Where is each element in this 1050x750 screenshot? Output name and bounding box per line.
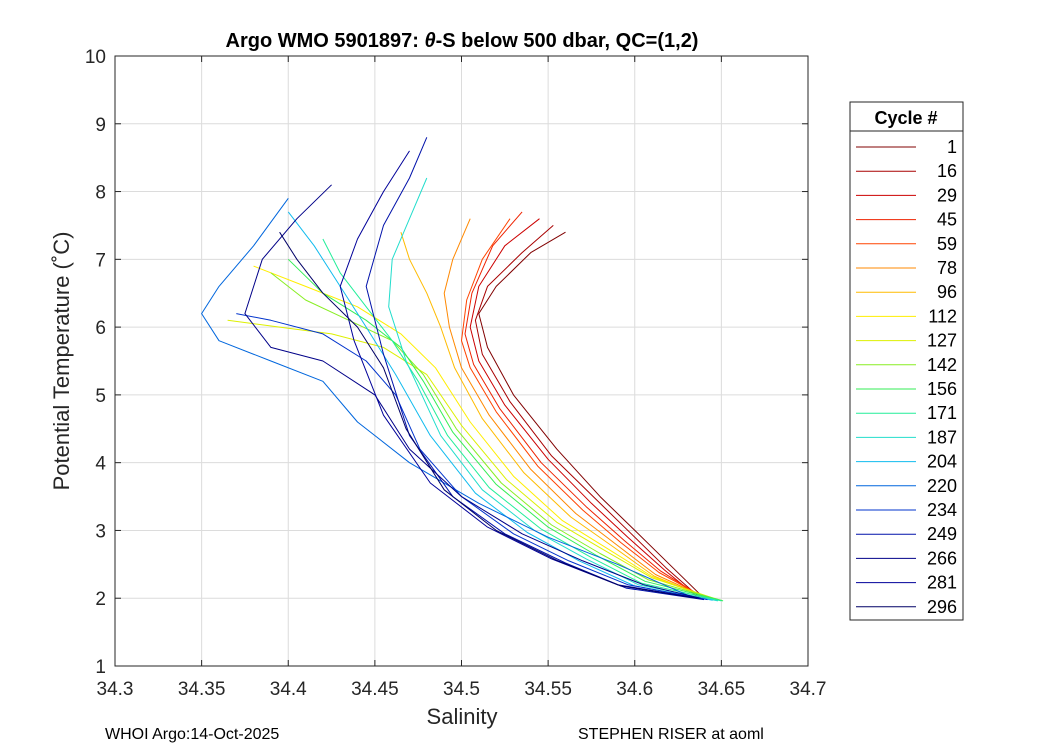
legend-label-cycle-171: 171: [927, 403, 957, 423]
x-tick-label: 34.6: [616, 679, 653, 700]
x-tick-label: 34.65: [698, 679, 746, 700]
series-line-cycle-234: [236, 313, 708, 601]
chart-title: Argo WMO 5901897: θ-S below 500 dbar, QC…: [226, 30, 699, 52]
y-tick-label: 1: [95, 657, 106, 678]
y-axis-label: Potential Temperature (˚C): [49, 232, 74, 491]
x-tick-label: 34.35: [178, 679, 226, 700]
x-tick-label: 34.55: [524, 679, 572, 700]
y-tick-label: 6: [95, 318, 106, 339]
series-line-cycle-16: [474, 225, 701, 599]
series-line-cycle-296: [279, 231, 698, 599]
legend-label-cycle-296: 296: [927, 597, 957, 617]
legend-label-cycle-112: 112: [928, 306, 957, 326]
legend-label-cycle-96: 96: [937, 282, 957, 302]
legend-label-cycle-249: 249: [927, 524, 957, 544]
y-tick-label: 9: [95, 115, 106, 136]
legend-box: [849, 101, 964, 621]
legend: Cycle # 1 16 29 45 59 78 96 112 127 142 156 171 187 2…: [849, 101, 964, 621]
series-line-cycle-187: [388, 177, 718, 602]
y-tick-label: 2: [95, 589, 106, 610]
series-line-cycle-266: [244, 184, 701, 599]
series-line-cycle-204: [287, 211, 713, 601]
legend-title: Cycle #: [874, 108, 937, 128]
x-tick-label: 34.7: [790, 679, 827, 700]
y-tick-label: 5: [95, 386, 106, 407]
legend-label-cycle-234: 234: [927, 500, 957, 520]
legend-label-cycle-78: 78: [937, 258, 957, 278]
x-axis-ticks: 34.3 34.35 34.4 34.45 34.5 34.55 34.6 34.65 34.7: [97, 56, 827, 700]
legend-label-cycle-187: 187: [927, 427, 957, 447]
legend-label-cycle-16: 16: [937, 161, 957, 181]
series-line-cycle-59: [461, 218, 707, 599]
x-tick-label: 34.3: [97, 679, 134, 700]
y-tick-label: 8: [95, 183, 106, 204]
series-line-cycle-29: [469, 218, 700, 599]
series-line-cycle-156: [287, 258, 724, 602]
legend-label-cycle-281: 281: [927, 573, 957, 593]
series-line-cycle-142: [270, 272, 722, 601]
series-line-cycle-78: [443, 218, 708, 599]
legend-label-cycle-127: 127: [927, 331, 957, 351]
series-line-cycle-112: [253, 265, 712, 600]
x-tick-label: 34.4: [270, 679, 307, 700]
legend-entries: 1 16 29 45 59 78 96 112 127 142 156 171 187 204 220 234…: [856, 137, 957, 617]
series-lines: [201, 137, 724, 602]
footer-left: WHOI Argo:14-Oct-2025: [105, 726, 280, 743]
x-axis-label: Salinity: [427, 704, 498, 729]
legend-label-cycle-142: 142: [927, 355, 957, 375]
legend-label-cycle-204: 204: [927, 452, 957, 472]
series-line-cycle-45: [464, 211, 705, 599]
legend-label-cycle-156: 156: [927, 379, 957, 399]
legend-label-cycle-45: 45: [937, 210, 957, 230]
footer-right: STEPHEN RISER at aoml: [578, 726, 764, 743]
legend-label-cycle-1: 1: [947, 137, 957, 157]
y-tick-label: 7: [95, 250, 106, 271]
x-tick-label: 34.5: [443, 679, 480, 700]
y-tick-label: 10: [85, 47, 106, 68]
y-axis-ticks: 1 2 3 4 5 6 7 8 9 10: [85, 47, 808, 678]
series-line-cycle-220: [201, 198, 687, 596]
y-tick-label: 3: [95, 521, 106, 542]
x-tick-label: 34.45: [351, 679, 399, 700]
series-line-cycle-96: [400, 232, 710, 600]
legend-label-cycle-59: 59: [937, 234, 957, 254]
legend-label-cycle-29: 29: [937, 185, 957, 205]
y-tick-label: 4: [95, 454, 106, 475]
series-line-cycle-1: [478, 231, 705, 599]
series-line-cycle-171: [322, 238, 722, 602]
legend-label-cycle-220: 220: [927, 476, 957, 496]
legend-label-cycle-266: 266: [927, 548, 957, 568]
